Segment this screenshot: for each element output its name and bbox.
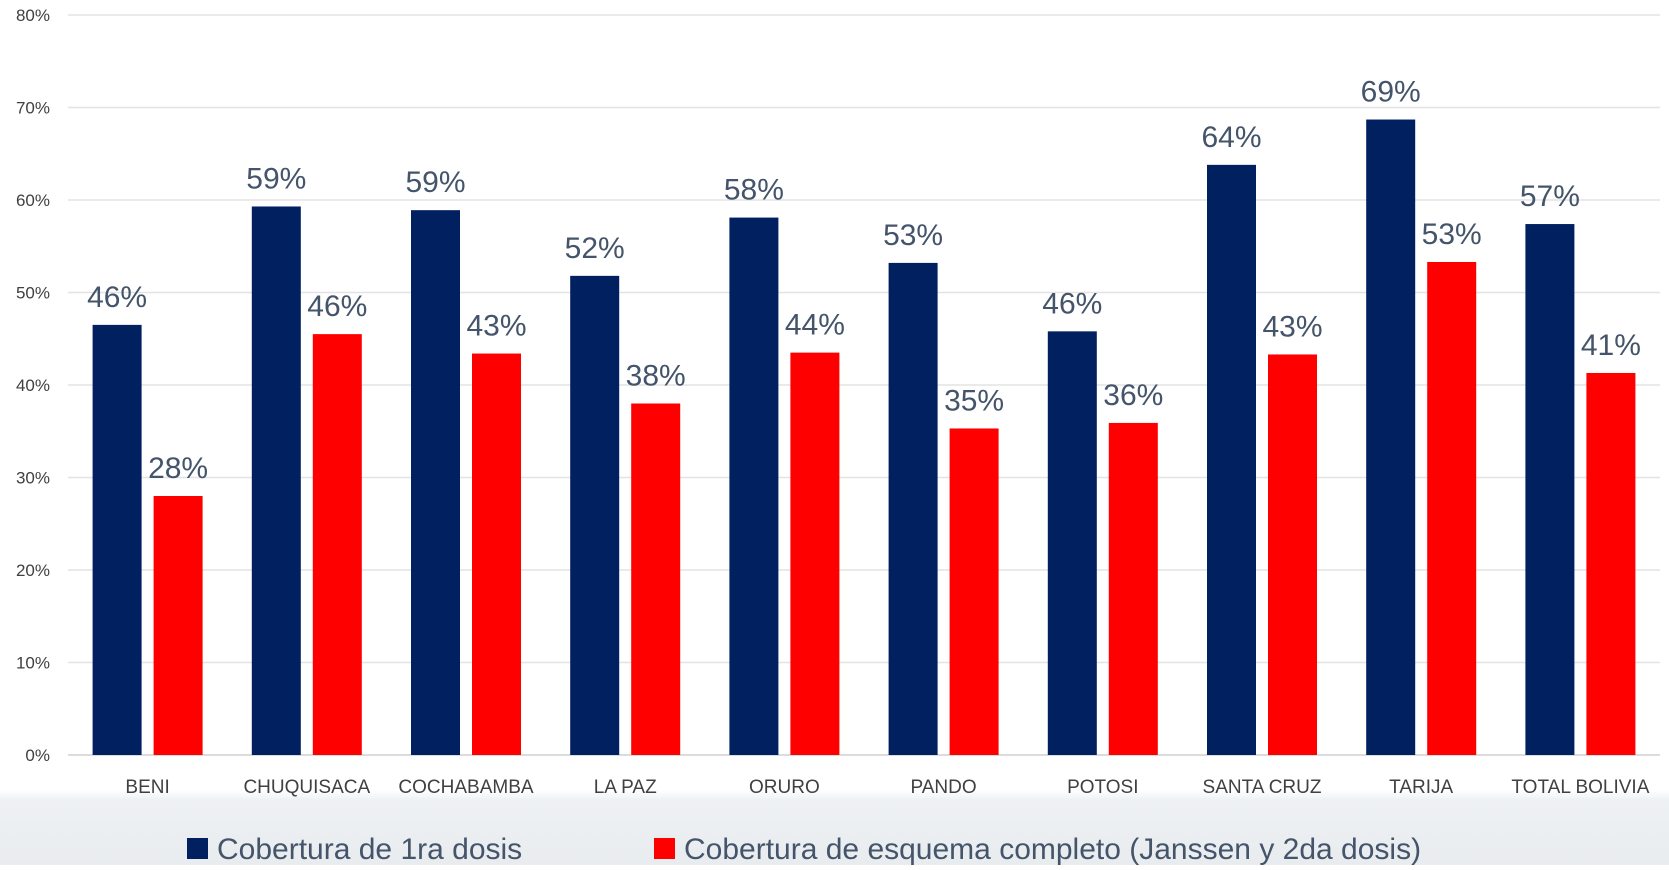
legend: Cobertura de 1ra dosis Cobertura de esque… — [187, 833, 1421, 866]
data-label: 59% — [246, 162, 306, 195]
data-label: 43% — [466, 310, 526, 343]
data-label: 58% — [724, 174, 784, 207]
bar-first-dose — [251, 206, 301, 756]
legend-swatch-first-dose — [187, 838, 208, 859]
gridlines — [68, 14, 1660, 756]
bar-complete-scheme — [472, 353, 521, 755]
x-tick-label: CHUQUISACA — [243, 777, 370, 798]
data-label: 69% — [1361, 76, 1421, 109]
bar-first-dose — [1207, 164, 1256, 756]
bar-first-dose — [888, 262, 938, 755]
data-label: 46% — [87, 281, 147, 314]
data-label: 57% — [1520, 180, 1580, 213]
data-label: 53% — [1422, 218, 1482, 251]
bar-first-dose — [1525, 224, 1575, 756]
bar-first-dose — [570, 275, 620, 755]
bar-complete-scheme — [790, 352, 840, 755]
data-label: 64% — [1201, 121, 1261, 154]
data-label: 52% — [565, 232, 625, 265]
data-label: 36% — [1103, 379, 1163, 412]
x-tick-label: SANTA CRUZ — [1203, 777, 1322, 798]
data-label: 35% — [944, 384, 1004, 417]
data-label: 43% — [1262, 310, 1322, 343]
y-tick-label: 60% — [16, 191, 50, 210]
y-tick-label: 70% — [16, 99, 50, 118]
legend-label-complete-scheme: Cobertura de esquema completo (Janssen y… — [684, 833, 1421, 865]
x-tick-label: COCHABAMBA — [398, 777, 533, 798]
bar-first-dose — [92, 324, 142, 755]
bar-complete-scheme — [631, 403, 681, 755]
x-tick-label: TARIJA — [1389, 777, 1453, 798]
data-label: 44% — [785, 309, 845, 342]
x-tick-label: PANDO — [911, 777, 977, 798]
y-tick-label: 40% — [16, 376, 50, 395]
y-axis-ticks: 0% 10% 20% 30% 40% 50% 60% 70% 80% — [16, 6, 50, 765]
x-tick-label: BENI — [125, 777, 169, 798]
bar-complete-scheme — [1427, 261, 1477, 755]
x-tick-label: TOTAL BOLIVIA — [1511, 777, 1649, 798]
data-label: 46% — [307, 290, 367, 323]
data-label: 53% — [883, 219, 943, 252]
bar-complete-scheme — [1268, 354, 1317, 755]
data-label: 41% — [1581, 329, 1641, 362]
x-axis-categories: BENI CHUQUISACA COCHABAMBA LA PAZ ORURO PANDO… — [125, 777, 1649, 798]
bar-complete-scheme — [1108, 422, 1158, 755]
bar-complete-scheme — [1586, 372, 1636, 755]
data-label: 28% — [148, 452, 208, 485]
x-tick-label: POTOSI — [1067, 777, 1138, 798]
x-tick-label: ORURO — [749, 777, 820, 798]
bar-first-dose — [1047, 331, 1097, 755]
bars — [92, 119, 1636, 756]
data-label: 38% — [626, 360, 686, 393]
data-label: 46% — [1042, 287, 1102, 320]
bar-complete-scheme — [153, 496, 203, 755]
y-tick-label: 80% — [16, 6, 50, 25]
bar-first-dose — [729, 217, 779, 755]
bar-first-dose — [411, 210, 460, 756]
bar-complete-scheme — [949, 428, 999, 755]
bar-first-dose — [1366, 119, 1416, 755]
x-tick-label: LA PAZ — [594, 777, 657, 798]
legend-label-first-dose: Cobertura de 1ra dosis — [217, 833, 522, 865]
y-tick-label: 10% — [16, 654, 50, 673]
data-labels: 46% 28% 59% 46% 59% 43% 52% 38% 58% 44% 53% 35% 46% 3… — [87, 76, 1641, 485]
bar-complete-scheme — [312, 334, 362, 755]
legend-swatch-complete-scheme — [654, 838, 675, 859]
y-tick-label: 20% — [16, 561, 50, 580]
y-tick-label: 30% — [16, 469, 50, 488]
y-tick-label: 50% — [16, 284, 50, 303]
data-label: 59% — [405, 166, 465, 199]
y-tick-label: 0% — [25, 746, 50, 765]
